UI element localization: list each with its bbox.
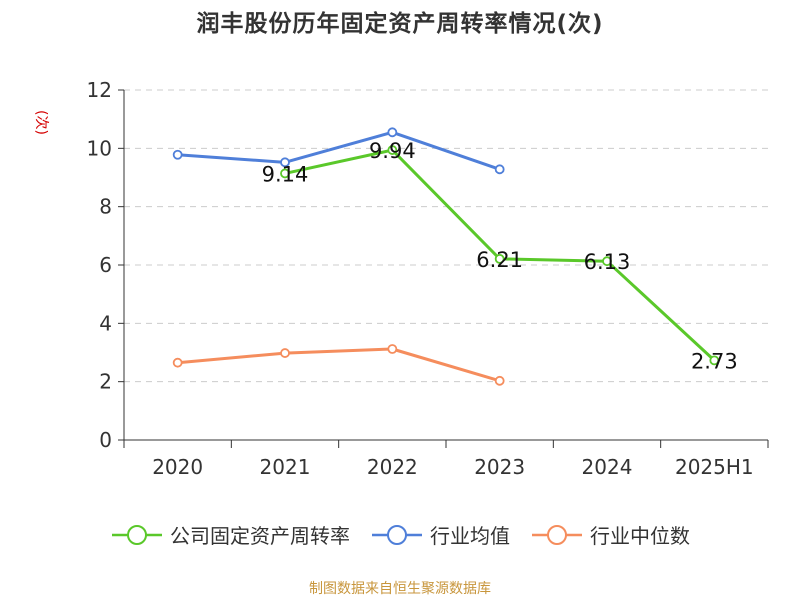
series-line-1 (177, 130, 501, 171)
y-tick-label: 2 (99, 370, 112, 394)
legend-item[interactable]: 行业均值 (370, 520, 510, 549)
data-point (709, 355, 720, 366)
x-tick-label: 2024 (582, 455, 633, 479)
legend-item[interactable]: 行业中位数 (530, 520, 690, 549)
legend-label: 公司固定资产周转率 (170, 524, 350, 548)
legend-marker-icon (110, 523, 164, 547)
legend-item[interactable]: 公司固定资产周转率 (110, 520, 350, 549)
legend: 公司固定资产周转率 行业均值 行业中位数 (0, 520, 800, 549)
y-tick-label: 10 (87, 136, 112, 160)
data-point (494, 253, 505, 264)
data-label: 6.13 (584, 250, 631, 274)
x-tick-label: 2022 (367, 455, 418, 479)
data-label: 9.14 (262, 162, 309, 186)
legend-label: 行业中位数 (590, 524, 690, 548)
legend-marker-icon (370, 523, 424, 547)
y-tick-label: 4 (99, 311, 112, 335)
data-label: 2.73 (691, 349, 738, 373)
data-point (387, 127, 398, 138)
data-point (602, 256, 612, 267)
legend-label: 行业均值 (430, 524, 510, 548)
data-point (387, 145, 398, 155)
data-point (280, 348, 290, 358)
data-point (280, 157, 290, 168)
y-tick-label: 6 (99, 253, 112, 277)
data-point (280, 168, 290, 179)
y-tick-label: 0 (99, 428, 112, 452)
data-label: 6.21 (476, 248, 523, 272)
data-point (172, 149, 183, 160)
y-tick-label: 8 (99, 195, 112, 219)
series-line-2 (177, 347, 501, 383)
y-tick-label: 12 (87, 78, 112, 102)
data-label: 9.94 (369, 139, 416, 163)
data-point (172, 357, 183, 368)
x-tick-label: 2021 (260, 455, 311, 479)
data-point (387, 344, 398, 354)
legend-marker-icon (530, 523, 584, 547)
x-tick-label: 2020 (152, 455, 203, 479)
data-point (494, 375, 505, 386)
data-point (494, 164, 505, 175)
line-chart: 0 2 4 6 8 10 12 2020 2021 2022 2023 2024 2025H1 9.14 9… (87, 78, 769, 479)
x-tick-label: 2023 (474, 455, 525, 479)
source-note: 制图数据来自恒生聚源数据库 (309, 581, 491, 597)
chart-title: 润丰股份历年固定资产周转率情况(次) (196, 11, 604, 37)
x-tick-label: 2025H1 (675, 455, 754, 479)
